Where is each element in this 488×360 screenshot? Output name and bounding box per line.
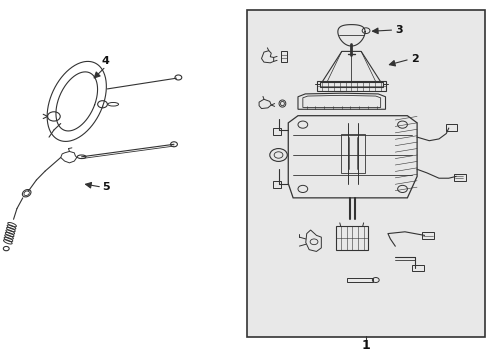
Bar <box>340 134 364 173</box>
FancyBboxPatch shape <box>246 10 484 337</box>
Bar <box>272 181 281 188</box>
Bar <box>317 81 385 91</box>
Bar <box>272 128 281 135</box>
Bar <box>346 278 372 282</box>
Bar <box>411 265 424 271</box>
Text: 3: 3 <box>394 25 402 35</box>
Bar <box>421 232 433 239</box>
Text: 2: 2 <box>410 54 418 64</box>
Text: 1: 1 <box>361 338 370 351</box>
Bar <box>281 51 286 62</box>
Bar <box>446 124 456 131</box>
Bar <box>335 226 367 249</box>
Text: 4: 4 <box>102 56 110 66</box>
Text: 5: 5 <box>102 182 109 192</box>
Bar <box>319 82 382 87</box>
Bar <box>453 174 465 181</box>
